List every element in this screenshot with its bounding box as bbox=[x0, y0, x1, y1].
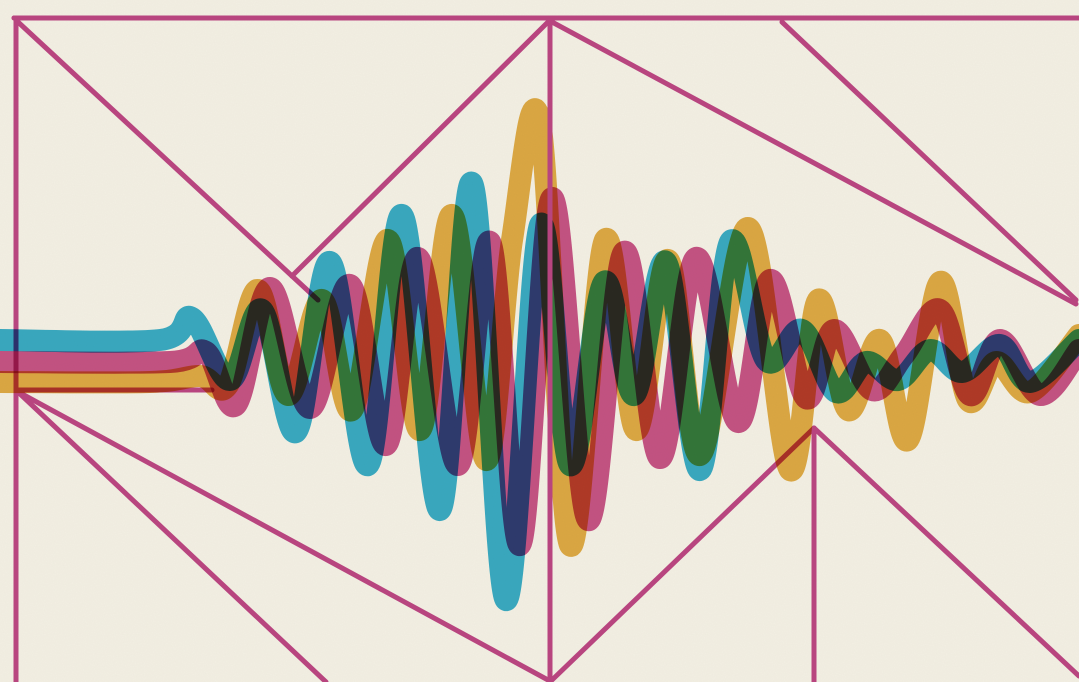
frame-line bbox=[811, 425, 1079, 679]
frame-line bbox=[549, 19, 1079, 307]
frame-line bbox=[19, 391, 551, 682]
waveform-layers bbox=[0, 98, 1079, 612]
frame-line bbox=[289, 19, 551, 279]
magenta-wave bbox=[0, 186, 1079, 557]
frame-line bbox=[549, 425, 817, 682]
frame-lines-foreground bbox=[11, 15, 1079, 682]
frame-line bbox=[15, 19, 295, 279]
frame-line bbox=[779, 19, 1079, 303]
frame-line bbox=[15, 389, 329, 682]
